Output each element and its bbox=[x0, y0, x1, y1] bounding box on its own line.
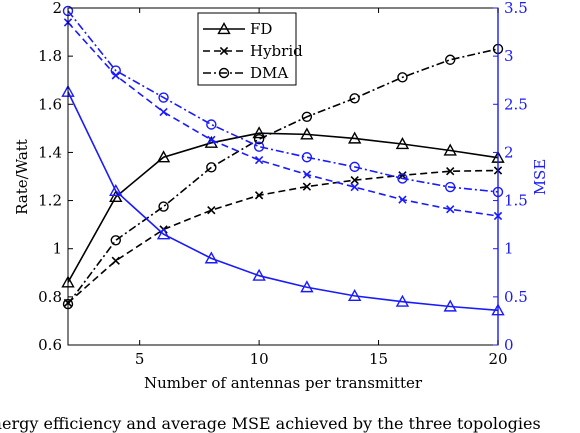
y2-tick-label: 0 bbox=[504, 336, 514, 354]
data-point-fd-right-8 bbox=[443, 299, 457, 312]
series-fd-left bbox=[61, 126, 505, 288]
x-axis-label: Number of antennas per transmitter bbox=[144, 374, 423, 392]
y-tick-label: 0.8 bbox=[38, 288, 62, 306]
data-point-hybrid-left-1 bbox=[111, 256, 120, 265]
axis-ticks: 5 10 15 200.60.811.21.41.61.8200.511.522.53… bbox=[38, 0, 528, 368]
data-point-fd-right-7 bbox=[395, 294, 410, 307]
y2-tick-label: 2.5 bbox=[504, 95, 528, 113]
data-point-hybrid-right-3 bbox=[207, 135, 216, 145]
data-point-fd-left-2 bbox=[156, 150, 171, 163]
y2-tick-label: 3 bbox=[504, 47, 514, 65]
data-point-dma-left-4 bbox=[253, 133, 265, 145]
data-point-fd-left-4 bbox=[252, 126, 266, 139]
legend-marker bbox=[217, 22, 231, 35]
series-line-fd-right bbox=[67, 91, 499, 312]
data-point-dma-left-7 bbox=[397, 72, 408, 83]
data-point-fd-left-1 bbox=[109, 190, 123, 203]
y2-tick-label: 1.5 bbox=[504, 192, 528, 210]
data-point-fd-left-6 bbox=[347, 131, 362, 144]
data-point-fd-right-1 bbox=[109, 184, 123, 197]
figure-caption: Energy efficiency and average MSE achiev… bbox=[0, 414, 541, 433]
data-point-fd-left-7 bbox=[395, 137, 410, 150]
x-tick-label: 20 bbox=[488, 350, 507, 368]
data-point-hybrid-left-4 bbox=[254, 191, 264, 200]
y2-axis-label: MSE bbox=[531, 159, 549, 196]
y-tick-label: 1.4 bbox=[38, 143, 62, 161]
data-point-fd-left-5 bbox=[300, 127, 314, 140]
data-point-dma-left-2 bbox=[158, 201, 169, 212]
data-point-fd-right-4 bbox=[252, 268, 266, 281]
series-line-dma-left bbox=[67, 48, 499, 305]
data-point-hybrid-right-5 bbox=[302, 170, 312, 179]
y-tick-label: 1.2 bbox=[38, 192, 62, 210]
data-point-dma-left-5 bbox=[301, 111, 313, 123]
data-point-dma-right-4 bbox=[253, 141, 265, 152]
legend-label: DMA bbox=[250, 64, 288, 82]
data-point-hybrid-left-6 bbox=[350, 175, 359, 185]
series-line-dma-right bbox=[67, 10, 499, 193]
data-point-fd-right-3 bbox=[204, 251, 219, 264]
y-tick-label: 1.8 bbox=[38, 47, 62, 65]
y-tick-label: 2 bbox=[52, 0, 62, 17]
data-point-dma-right-5 bbox=[301, 152, 313, 163]
y-axis-label: Rate/Watt bbox=[13, 139, 31, 215]
data-point-dma-right-8 bbox=[445, 181, 456, 193]
y-tick-label: 1 bbox=[52, 240, 62, 258]
y2-tick-label: 0.5 bbox=[504, 288, 528, 306]
data-point-fd-right-6 bbox=[347, 288, 362, 301]
x-tick-label: 5 bbox=[135, 350, 145, 368]
legend-item-dma: DMA bbox=[203, 64, 288, 82]
x-tick-label: 15 bbox=[369, 350, 388, 368]
data-point-dma-right-7 bbox=[397, 173, 408, 184]
data-point-hybrid-right-6 bbox=[350, 182, 359, 192]
data-point-dma-left-6 bbox=[349, 93, 360, 104]
data-point-dma-right-3 bbox=[206, 119, 217, 130]
data-point-hybrid-right-2 bbox=[159, 107, 168, 117]
legend-marker bbox=[219, 46, 229, 56]
series-line-fd-left bbox=[67, 132, 499, 283]
data-point-hybrid-right-7 bbox=[398, 195, 407, 204]
data-point-dma-left-1 bbox=[110, 235, 121, 246]
data-point-dma-left-8 bbox=[445, 54, 456, 65]
x-tick-label: 10 bbox=[250, 350, 269, 368]
series-dma-right bbox=[62, 5, 504, 198]
y2-tick-label: 3.5 bbox=[504, 0, 528, 17]
data-point-hybrid-right-8 bbox=[446, 205, 455, 214]
data-point-hybrid-left-5 bbox=[302, 182, 312, 191]
y-tick-label: 0.6 bbox=[38, 336, 62, 354]
data-point-hybrid-left-7 bbox=[398, 171, 407, 180]
legend-item-hybrid: Hybrid bbox=[203, 42, 303, 60]
series-line-hybrid-right bbox=[67, 21, 499, 217]
data-point-dma-right-1 bbox=[110, 65, 121, 76]
series-hybrid-left bbox=[63, 166, 503, 308]
data-point-fd-right-5 bbox=[300, 280, 314, 293]
legend: FD Hybrid DMA bbox=[197, 12, 303, 86]
legend-item-fd: FD bbox=[203, 20, 272, 38]
legend-label: Hybrid bbox=[250, 42, 303, 60]
legend-label: FD bbox=[250, 20, 272, 38]
y-tick-label: 1.6 bbox=[38, 95, 62, 113]
data-point-hybrid-left-3 bbox=[207, 206, 216, 215]
series-line-hybrid-left bbox=[67, 169, 499, 304]
series-fd-right bbox=[61, 84, 505, 316]
y2-tick-label: 2 bbox=[504, 143, 514, 161]
data-point-fd-right-2 bbox=[156, 227, 171, 240]
data-point-dma-right-6 bbox=[349, 161, 360, 173]
data-point-hybrid-left-8 bbox=[446, 167, 455, 176]
data-point-dma-right-2 bbox=[158, 92, 169, 103]
data-point-dma-left-3 bbox=[206, 162, 217, 173]
legend-marker bbox=[218, 67, 230, 79]
legend-box bbox=[197, 12, 297, 86]
data-point-hybrid-right-4 bbox=[254, 155, 264, 165]
y2-tick-label: 1 bbox=[504, 240, 514, 258]
data-point-fd-left-8 bbox=[443, 143, 457, 156]
